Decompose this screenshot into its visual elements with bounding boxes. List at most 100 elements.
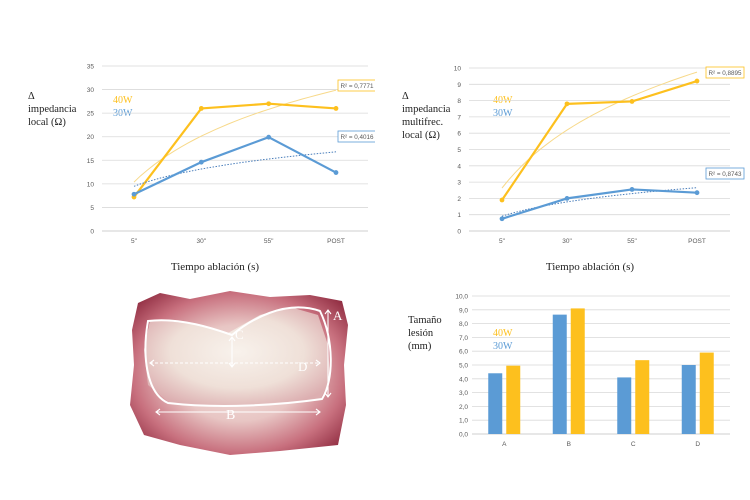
photo-label-b: B — [226, 408, 235, 423]
lesion-photo-image: C D A B — [130, 291, 348, 455]
series-line-40w — [133, 102, 337, 198]
y-tick-label: 9 — [457, 82, 461, 89]
data-point — [499, 197, 505, 203]
data-point — [564, 101, 570, 107]
chart2-ylabel-line: Δ — [402, 91, 409, 102]
chart2-plot: 0 1 2 3 4 5 6 7 8 9 10 5" 30" 55" POST R² = 0,8895 R² = … — [454, 66, 745, 245]
chart2-ylabel-line: multifrec. — [402, 117, 444, 128]
y-tick-label: 2 — [457, 196, 461, 203]
x-tick-label: 55" — [264, 238, 274, 245]
chart1-ylabel-line: Δ — [28, 91, 35, 102]
x-tick-label: B — [567, 441, 571, 448]
chart2-xlabel: Tiempo ablación (s) — [545, 261, 635, 273]
x-tick-label: 30" — [562, 238, 572, 245]
data-point — [198, 159, 204, 165]
data-point — [629, 99, 635, 104]
chart3-ylabel-line: lesión — [408, 328, 434, 339]
r2-box — [705, 66, 745, 79]
y-tick-label: 10 — [87, 181, 95, 188]
x-tick-label: 30" — [197, 238, 207, 245]
chart1-ylabel-line: local (Ω) — [28, 117, 66, 128]
y-tick-label: 6,0 — [459, 349, 468, 356]
r2-box — [705, 167, 745, 180]
r2-label: R² = 0,7771 — [340, 83, 374, 90]
lesion-photo: C D A B — [120, 285, 360, 460]
data-point — [694, 190, 700, 196]
y-tick-label: 9,0 — [459, 307, 468, 314]
r2-box — [337, 130, 375, 143]
y-tick-label: 0,0 — [459, 432, 468, 439]
data-point — [564, 196, 570, 201]
y-tick-label: 6 — [457, 131, 461, 138]
y-tick-label: 4,0 — [459, 376, 468, 383]
x-tick-label: POST — [327, 238, 345, 245]
chart2-legend-30w: 30W — [493, 108, 513, 119]
y-tick-label: 1 — [457, 212, 461, 219]
chart3-legend: 40W 30W — [493, 327, 512, 353]
y-tick-label: 15 — [87, 158, 95, 165]
y-tick-label: 2,0 — [459, 404, 468, 411]
x-tick-label: C — [631, 441, 636, 448]
y-tick-label: 8,0 — [459, 321, 468, 328]
y-tick-label: 30 — [87, 87, 95, 94]
r2-label: R² = 0,8895 — [708, 70, 742, 77]
data-point — [266, 101, 272, 107]
y-tick-label: 25 — [87, 111, 95, 118]
y-tick-label: 10,0 — [455, 294, 468, 301]
bar-30w-a — [488, 373, 503, 434]
x-tick-label: 5" — [499, 238, 506, 245]
chart3-ylabel: Tamaño lesión (mm) — [408, 314, 442, 353]
x-tick-label: POST — [688, 238, 706, 245]
y-tick-label: 3,0 — [459, 390, 468, 397]
chart3-plot: 0,0 1,0 2,0 3,0 4,0 5,0 6,0 7,0 8,0 9,0 10,0 A B C D — [455, 294, 730, 448]
y-tick-label: 3 — [457, 180, 461, 187]
y-tick-label: 4 — [457, 163, 461, 170]
chart1-xlabel: Tiempo ablación (s) — [170, 261, 260, 273]
data-point — [266, 134, 272, 140]
series-line-30w — [133, 136, 337, 196]
x-tick-label: 5" — [131, 238, 138, 245]
y-tick-label: 8 — [457, 98, 461, 105]
bar-30w-d — [681, 365, 696, 434]
chart1-plot: 0 5 10 15 20 25 30 35 5" 30" 55" POST R² = 0,7771 R² … — [87, 64, 375, 245]
chart3-legend-30w: 30W — [493, 341, 513, 352]
bar-40w-d — [699, 352, 714, 434]
y-tick-label: 5,0 — [459, 363, 468, 370]
series-line-40w — [501, 79, 698, 201]
chart-multifreq-impedance: Δ impedancia multifrec. local (Ω) 40W 30… — [375, 0, 750, 280]
chart2-ylabel-line: local (Ω) — [402, 130, 440, 141]
y-tick-label: 0 — [457, 229, 461, 236]
trendline-40w — [501, 71, 698, 189]
y-tick-label: 20 — [87, 134, 95, 141]
chart3-ylabel-line: Tamaño — [408, 315, 442, 326]
y-tick-label: 10 — [454, 66, 462, 73]
r2-box — [337, 79, 375, 92]
trendline-40w — [133, 89, 337, 183]
y-tick-label: 1,0 — [459, 418, 468, 425]
photo-label-c: C — [235, 327, 244, 342]
data-point — [499, 216, 505, 222]
data-point — [198, 106, 204, 111]
chart1-legend-40w: 40W — [113, 95, 133, 106]
data-point — [131, 191, 137, 197]
bar-40w-a — [506, 365, 521, 434]
r2-label: R² = 0,8743 — [708, 171, 742, 178]
x-tick-label: 55" — [627, 238, 637, 245]
x-tick-label: A — [502, 441, 507, 448]
chart1-ylabel: Δ impedancia local (Ω) — [28, 90, 76, 129]
chart2-ylabel: Δ impedancia multifrec. local (Ω) — [402, 90, 450, 142]
photo-label-a: A — [333, 308, 343, 323]
chart2-ylabel-line: impedancia — [402, 104, 451, 115]
bar-40w-b — [570, 308, 585, 434]
x-tick-label: D — [695, 441, 700, 448]
series-line-30w — [501, 188, 698, 220]
chart3-legend-40w: 40W — [493, 328, 513, 339]
chart-local-impedance: Δ impedancia local (Ω) 40W 30W 0 5 10 15 20 2… — [0, 0, 375, 280]
y-tick-label: 35 — [87, 64, 95, 71]
y-tick-label: 5 — [90, 205, 94, 212]
chart-lesion-size: Tamaño lesión (mm) 40W 30W 0,0 1,0 2,0 3,0 4… — [375, 280, 750, 480]
chart1-ylabel-line: impedancia — [28, 104, 77, 115]
photo-label-d: D — [298, 359, 307, 374]
chart3-ylabel-line: (mm) — [408, 341, 432, 352]
y-tick-label: 5 — [457, 147, 461, 154]
